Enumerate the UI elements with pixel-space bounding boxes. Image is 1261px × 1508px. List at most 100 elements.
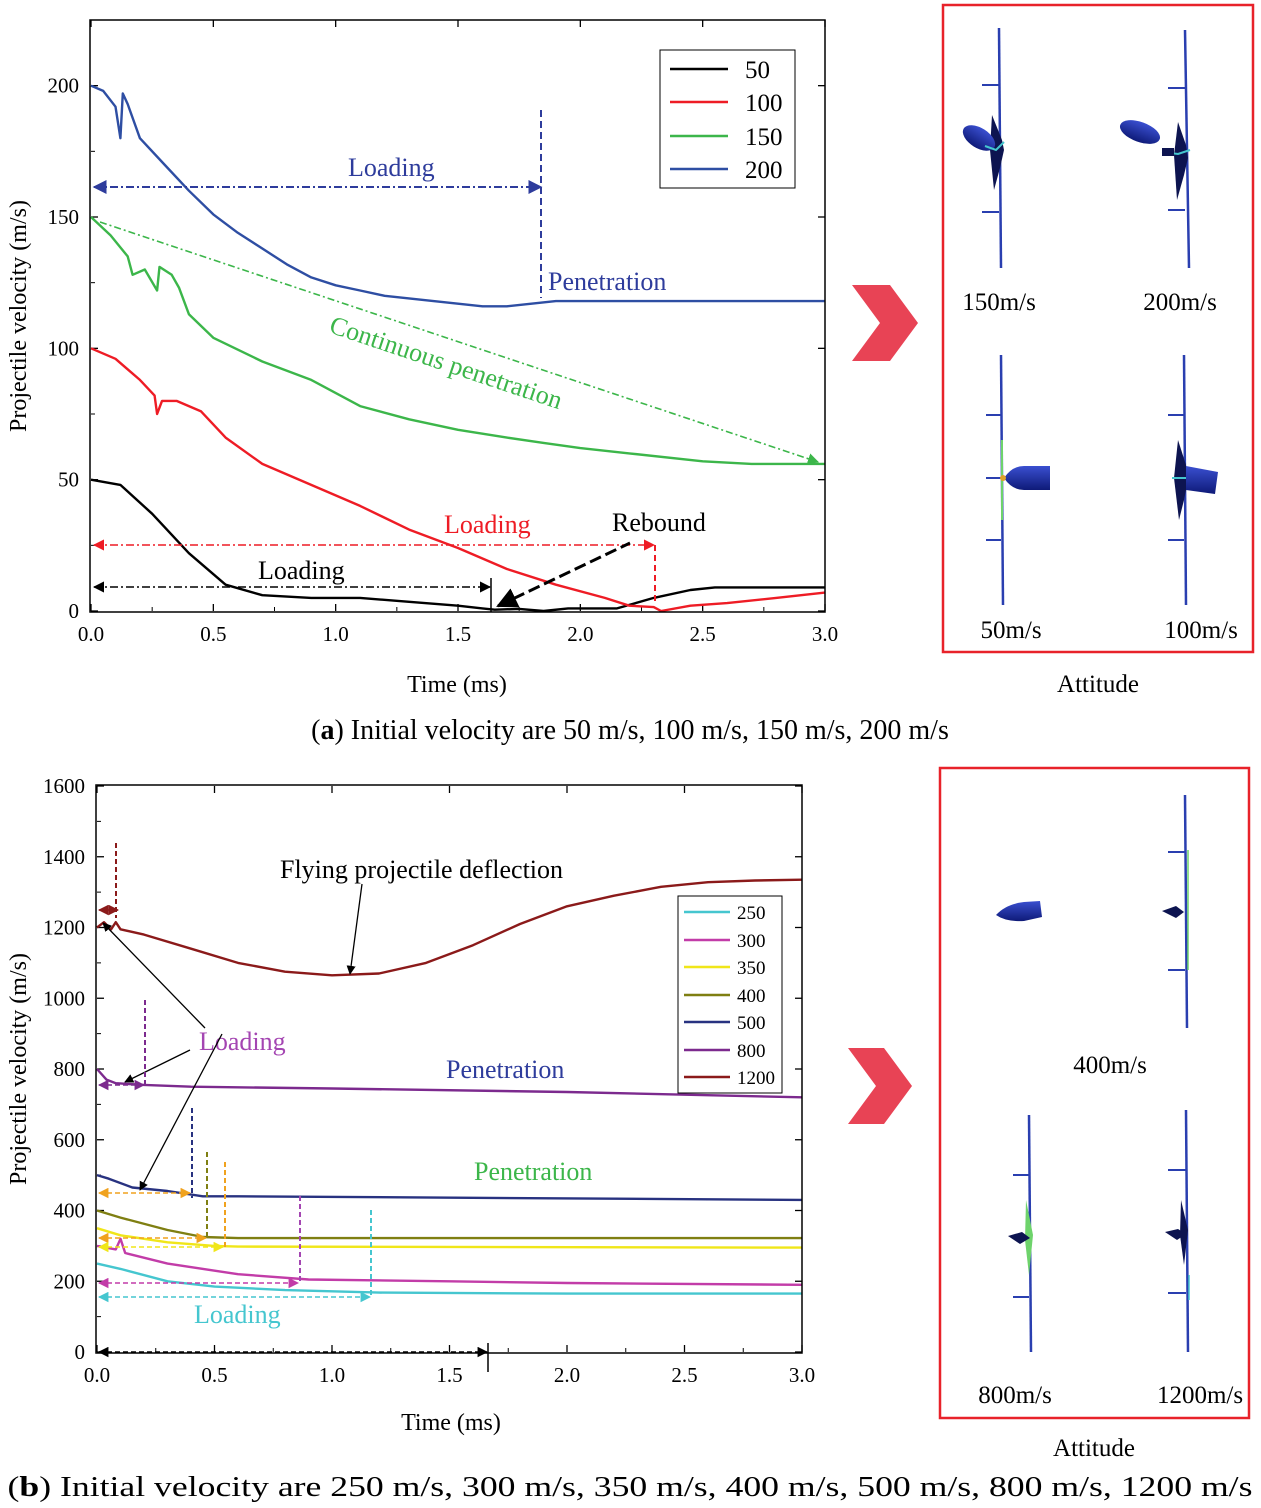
attitude-label-100: 100m/s — [1164, 617, 1238, 644]
chart-a-xtick-label: 1.0 — [323, 622, 349, 646]
caption-b: (b) Initial velocity are 250 m/s, 300 m/… — [8, 1472, 1253, 1503]
black-loading-label: Loading — [258, 556, 345, 585]
chart-b-ytick-label: 800 — [54, 1057, 86, 1081]
chart-a-series-200 — [90, 84, 825, 308]
rebound-label: Rebound — [612, 508, 706, 537]
blue-loading-label: Loading — [348, 153, 435, 182]
attitude-a-frame — [941, 3, 1255, 654]
attitude-b: 400m/s 800m/s 1200m/s Attitude — [938, 766, 1251, 1462]
caption-b-letter: b — [19, 1472, 39, 1503]
chart-a-ylabel: Projectile velocity (m/s) — [6, 200, 32, 432]
red-loading-label: Loading — [444, 510, 531, 539]
chart-b-ytick-label: 400 — [54, 1199, 86, 1223]
penetration-800-label: Penetration — [446, 1055, 564, 1084]
chart-b-xtick-label: 2.0 — [554, 1363, 580, 1387]
chart-a-xtick-label: 2.0 — [567, 622, 593, 646]
attitude-label-400: 400m/s — [1073, 1052, 1147, 1079]
arrow-a — [852, 285, 918, 361]
legend-label-100: 100 — [745, 90, 783, 117]
legend-label-350: 350 — [737, 958, 766, 979]
chart-a-xtick-label: 0.0 — [78, 622, 104, 646]
chart-a-ytick-label: 200 — [48, 74, 80, 98]
chart-a-ytick-label: 100 — [48, 336, 80, 360]
chart-a: 0.0 0.5 1.0 1.5 2.0 2.5 3.0 0 50 100 150 200 Loadin… — [6, 19, 838, 698]
chart-a-xtick-label: 3.0 — [812, 622, 838, 646]
chart-a-xtick-label: 0.5 — [200, 622, 226, 646]
loading-pointer-1200 — [102, 922, 206, 1029]
attitude-label-200: 200m/s — [1143, 289, 1217, 316]
sim-200 — [1119, 29, 1191, 269]
chart-a-xtick-label: 1.5 — [445, 622, 471, 646]
chart-b-legend: 250 300 350 400 500 800 1200 — [677, 895, 783, 1094]
attitude-label-800: 800m/s — [978, 1382, 1052, 1409]
chart-a-legend: 50 100 150 200 — [659, 49, 796, 189]
sim-100 — [1168, 354, 1218, 606]
chart-b-ytick-label: 0 — [75, 1340, 86, 1364]
loading-pointer-800 — [124, 1049, 191, 1083]
chart-a-series-100 — [90, 347, 826, 613]
sim-400-projectile — [996, 901, 1042, 922]
chart-a-xlabel: Time (ms) — [407, 672, 507, 698]
chart-b-xtick-label: 1.5 — [436, 1363, 462, 1387]
sim-150 — [962, 27, 1005, 269]
penetration-500-label: Penetration — [474, 1157, 592, 1186]
chart-b-xtick-label: 0.5 — [201, 1363, 227, 1387]
chart-b-ytick-label: 1600 — [43, 774, 85, 798]
caption-a: (a) Initial velocity are 50 m/s, 100 m/s… — [311, 715, 949, 746]
legend-label-500: 500 — [737, 1013, 766, 1034]
chart-b-xlabel: Time (ms) — [401, 1410, 501, 1436]
green-penetration-label: Continuous penetration — [326, 310, 566, 415]
chart-b-annotations: Flying projectile deflection Loading Pen… — [97, 843, 592, 1372]
chart-b-ylabel: Projectile velocity (m/s) — [6, 953, 32, 1185]
attitude-b-frame — [938, 766, 1251, 1420]
chart-b-series-500 — [96, 1173, 803, 1202]
chart-b-ytick-label: 1000 — [43, 986, 85, 1010]
blue-penetration-label: Penetration — [548, 267, 666, 296]
flying-deflection-pointer — [346, 883, 363, 975]
chart-a-xtick-label: 2.5 — [690, 622, 716, 646]
legend-label-300: 300 — [737, 931, 766, 952]
legend-label-1200: 1200 — [737, 1068, 775, 1089]
arrow-b — [848, 1048, 912, 1124]
chart-b-series-400 — [96, 1209, 802, 1240]
chart-b-ytick-label: 200 — [54, 1269, 86, 1293]
chart-b: 0.0 0.5 1.0 1.5 2.0 2.5 3.0 0 200 400 600 800 1000 12… — [6, 774, 815, 1436]
chart-a-frame — [89, 19, 826, 613]
chart-b-ytick-label: 1200 — [43, 916, 85, 940]
chart-b-xtick-label: 3.0 — [789, 1363, 815, 1387]
sim-50 — [986, 354, 1050, 606]
attitude-label-150: 150m/s — [962, 289, 1036, 316]
sim-1200 — [1165, 1109, 1190, 1353]
legend-label-50: 50 — [745, 57, 770, 84]
flying-deflection-label: Flying projectile deflection — [280, 855, 563, 884]
loading-pointer-500 — [139, 1033, 223, 1191]
legend-label-800: 800 — [737, 1041, 766, 1062]
attitude-a-title: Attitude — [1057, 671, 1139, 698]
chart-b-series-250 — [96, 1262, 802, 1295]
attitude-label-50: 50m/s — [980, 617, 1041, 644]
caption-a-letter: a — [320, 715, 334, 746]
chart-a-ytick-label: 0 — [69, 599, 80, 623]
legend-label-150: 150 — [745, 124, 783, 151]
chart-b-xtick-label: 2.5 — [671, 1363, 697, 1387]
chart-a-series-150 — [90, 216, 825, 466]
legend-label-250: 250 — [737, 903, 766, 924]
sim-400-plate — [1162, 794, 1189, 1029]
caption-a-text: ) Initial velocity are 50 m/s, 100 m/s, … — [334, 715, 948, 746]
chart-b-xtick-label: 1.0 — [319, 1363, 345, 1387]
rebound-arrow — [496, 541, 631, 608]
legend-label-200: 200 — [745, 157, 783, 184]
caption-b-text: ) Initial velocity are 250 m/s, 300 m/s,… — [39, 1472, 1252, 1503]
attitude-a: 150m/s 200m/s 50m/s — [941, 3, 1255, 698]
loading-cyan-label: Loading — [194, 1300, 281, 1329]
sim-800 — [1008, 1114, 1033, 1353]
chart-a-ytick-label: 50 — [58, 468, 79, 492]
attitude-label-1200: 1200m/s — [1157, 1382, 1243, 1409]
green-penetration-arrow — [99, 221, 820, 465]
chart-a-ytick-label: 150 — [48, 205, 80, 229]
chart-b-ytick-label: 600 — [54, 1128, 86, 1152]
chart-b-xtick-label: 0.0 — [84, 1363, 110, 1387]
attitude-b-title: Attitude — [1053, 1435, 1135, 1462]
chart-b-frame — [95, 784, 803, 1354]
